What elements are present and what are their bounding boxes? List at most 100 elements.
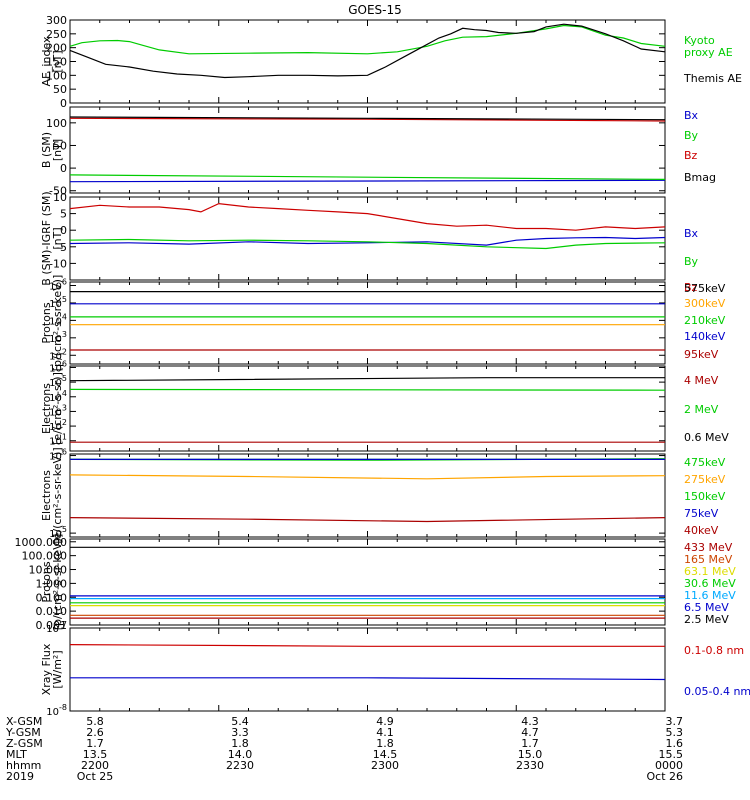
legend-entry: 275keV bbox=[684, 473, 726, 486]
y-tick-label: -50 bbox=[49, 185, 67, 198]
legend-entry: 433 MeV bbox=[684, 541, 733, 554]
y-tick-base: 10 bbox=[49, 281, 62, 292]
panel-5: 101102103104105106Electrons[e/(cm²-s-sr)… bbox=[40, 359, 729, 452]
y-tick-label: 50 bbox=[53, 83, 67, 96]
y-tick-label: 104 bbox=[49, 389, 67, 404]
y-tick-exponent: 1 bbox=[62, 433, 67, 442]
series-line bbox=[69, 179, 666, 183]
x-row-label: hhmm bbox=[6, 759, 41, 772]
legend-entry: 4 MeV bbox=[684, 374, 719, 387]
x-row-value: 4.7 bbox=[521, 726, 539, 739]
y-tick-label: 0 bbox=[60, 224, 67, 237]
series-line bbox=[70, 677, 666, 681]
x-axis-annotation: X-GSM 5.8 5.4 4.9 4.3 3.7 Y-GSM 2.6 3.3 4.1 4.7 5.3… bbox=[5, 715, 683, 783]
y-axis-label: Xray Flux bbox=[40, 643, 53, 695]
y-tick-label: 103 bbox=[49, 330, 67, 345]
legend-entry: 95keV bbox=[684, 348, 719, 361]
y-tick-label: 10 bbox=[53, 191, 67, 204]
y-tick-label: -10 bbox=[49, 257, 67, 270]
series-line bbox=[69, 516, 666, 523]
y-tick-base: 10 bbox=[49, 452, 62, 463]
y-tick-base: 10 bbox=[49, 529, 62, 540]
x-row-value: 1.6 bbox=[666, 737, 684, 750]
legend-entry: 475keV bbox=[684, 456, 726, 469]
y-tick-label: 300 bbox=[46, 14, 67, 27]
legend-entry: 0.1-0.8 nm bbox=[684, 644, 744, 657]
panel-frame bbox=[69, 627, 666, 712]
series-line bbox=[69, 388, 666, 391]
y-tick-label: 5 bbox=[60, 208, 67, 221]
y-tick-base: 10 bbox=[49, 299, 62, 310]
y-tick-base: 10 bbox=[49, 363, 62, 374]
y-tick-base: 10 bbox=[49, 422, 62, 433]
y-tick-label: 150 bbox=[46, 56, 67, 69]
x-row-label: Z-GSM bbox=[6, 737, 43, 750]
legend-entry: 30.6 MeV bbox=[684, 577, 736, 590]
x-row-label: Y-GSM bbox=[5, 726, 41, 739]
legend-entry: 6.5 MeV bbox=[684, 601, 729, 614]
y-tick-base: 10 bbox=[49, 378, 62, 389]
y-tick-label: 104 bbox=[49, 312, 67, 327]
x-row-value: 0000 bbox=[655, 759, 683, 772]
x-row-value: 4.9 bbox=[376, 715, 394, 728]
y-axis-label: [W/m²] bbox=[51, 650, 64, 688]
panel-frame bbox=[69, 538, 666, 626]
x-row-label: X-GSM bbox=[6, 715, 42, 728]
x-row-value: 5.3 bbox=[666, 726, 684, 739]
y-tick-base: 10 bbox=[49, 316, 62, 327]
series-line bbox=[69, 116, 666, 121]
y-tick-exponent: 6 bbox=[62, 448, 67, 457]
legend-entry: proxy AE bbox=[684, 46, 733, 59]
panel-frame bbox=[69, 281, 666, 365]
y-tick-exponent: 4 bbox=[62, 389, 67, 398]
y-tick-label: 106 bbox=[49, 359, 67, 374]
panel-2: -50 0 50 100 B (SM)[nT] Bx By Bz Bmag bbox=[40, 106, 716, 198]
x-row-value: 14.5 bbox=[373, 748, 398, 761]
y-tick-label: 101 bbox=[49, 433, 67, 448]
legend-entry: Bx bbox=[684, 109, 699, 122]
y-tick-base: 10 bbox=[49, 437, 62, 448]
x-row-value: Oct 25 bbox=[77, 770, 114, 783]
y-axis-label: B (SM) bbox=[40, 132, 53, 168]
panel-7: 0.0010.0100.1001.00010.000100.0001000.00… bbox=[15, 534, 737, 632]
series-line bbox=[69, 202, 666, 231]
panel-frame bbox=[69, 19, 666, 104]
legend-entry: Bz bbox=[684, 149, 698, 162]
series-line bbox=[69, 238, 666, 250]
y-axis-label: Protons bbox=[40, 561, 53, 602]
x-row-value: 2.6 bbox=[86, 726, 104, 739]
x-row-value: 13.5 bbox=[83, 748, 108, 761]
y-tick-label: 50 bbox=[53, 139, 67, 152]
y-tick-label: 0.001 bbox=[36, 619, 68, 632]
y-axis-label: [nT] bbox=[51, 50, 64, 72]
x-row-value: 2230 bbox=[226, 759, 254, 772]
y-tick-label: 10-8 bbox=[46, 703, 67, 718]
panel-frame bbox=[69, 196, 666, 281]
y-tick-label: 103 bbox=[49, 403, 67, 418]
x-row-value: 1.8 bbox=[231, 737, 249, 750]
y-tick-exponent: 5 bbox=[62, 525, 67, 534]
legend-entry: 63.1 MeV bbox=[684, 565, 736, 578]
x-row-value: 15.0 bbox=[518, 748, 543, 761]
y-tick-label: 105 bbox=[49, 295, 67, 310]
y-tick-base: 10 bbox=[49, 407, 62, 418]
series-line bbox=[69, 24, 666, 55]
series-line bbox=[69, 174, 666, 180]
x-row-value: 14.0 bbox=[228, 748, 253, 761]
y-tick-label: 10.000 bbox=[29, 564, 68, 577]
y-tick-label: 200 bbox=[46, 42, 67, 55]
series-line bbox=[69, 23, 666, 79]
y-tick-exponent: -8 bbox=[59, 703, 67, 712]
panels: 050100150200250300AE_index[nT]Kyotoproxy… bbox=[15, 14, 750, 718]
y-tick-label: 0 bbox=[60, 162, 67, 175]
legend-entry: 300keV bbox=[684, 297, 726, 310]
legend-entry: Bmag bbox=[684, 171, 716, 184]
legend-entry: 75keV bbox=[684, 507, 719, 520]
y-tick-label: 10-7 bbox=[46, 620, 67, 635]
y-tick-label: 102 bbox=[49, 347, 67, 362]
y-axis-label: Electrons bbox=[40, 383, 53, 434]
plot-title: GOES-15 bbox=[348, 3, 402, 17]
legend-entry: Themis AE bbox=[683, 72, 742, 85]
